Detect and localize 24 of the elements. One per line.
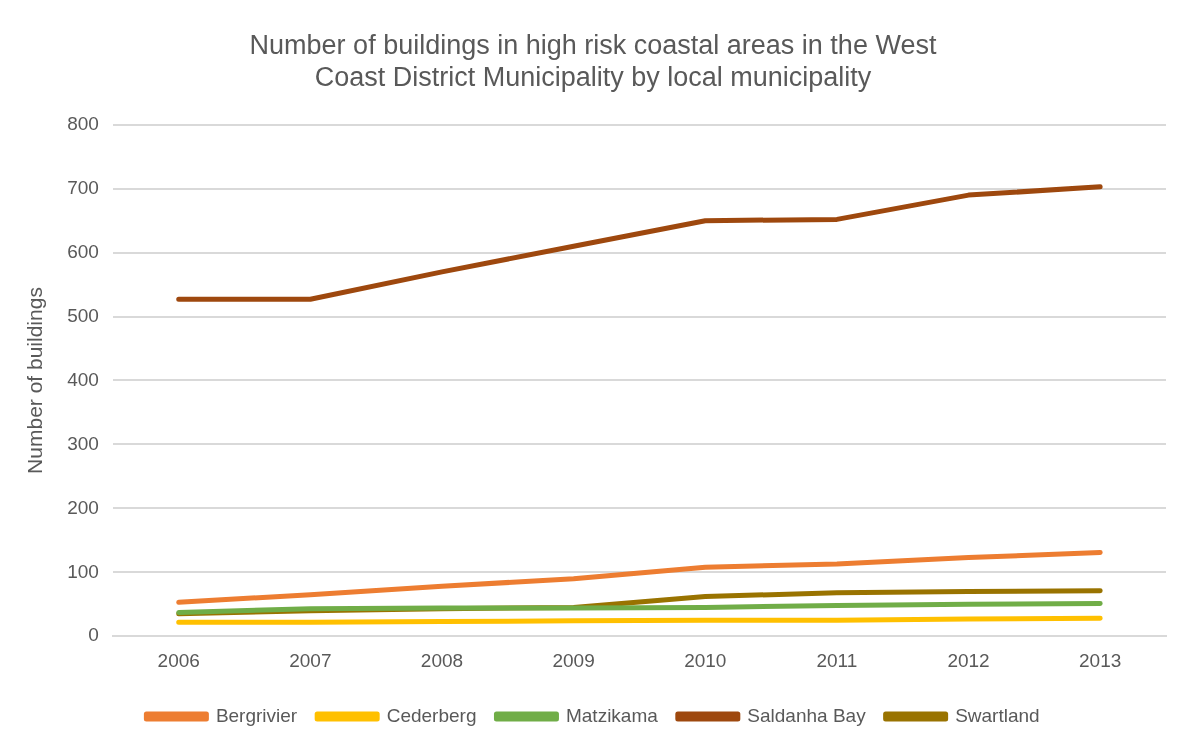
x-tick-label: 2006 xyxy=(157,649,200,671)
y-tick-label: 700 xyxy=(67,176,99,198)
y-tick-label: 400 xyxy=(67,368,99,390)
legend-label: Swartland xyxy=(955,704,1040,726)
x-tick-label: 2010 xyxy=(684,649,727,671)
x-tick-label: 2007 xyxy=(289,649,332,671)
x-tick-label: 2013 xyxy=(1079,649,1122,671)
y-tick-label: 800 xyxy=(67,113,99,135)
legend-label: Cederberg xyxy=(386,704,477,726)
x-tick-label: 2011 xyxy=(816,649,858,671)
y-tick-label: 200 xyxy=(67,496,99,518)
legend-label: Saldanha Bay xyxy=(747,704,867,726)
x-tick-label: 2009 xyxy=(552,649,595,671)
legend-label: Bergrivier xyxy=(215,704,298,726)
chart-title: Number of buildings in high risk coastal areas in the West Coast District Municipality by local municipality xyxy=(249,29,937,93)
y-axis-title: Number of buildings xyxy=(23,287,47,474)
y-tick-label: 100 xyxy=(67,560,99,582)
y-tick-label: 500 xyxy=(67,304,99,326)
legend-label: Matzikama xyxy=(565,704,659,726)
y-tick-label: 0 xyxy=(88,624,99,646)
y-tick-label: 600 xyxy=(67,240,99,262)
x-tick-label: 2008 xyxy=(420,649,464,671)
x-tick-label: 2012 xyxy=(947,649,990,671)
y-tick-label: 300 xyxy=(67,432,99,454)
